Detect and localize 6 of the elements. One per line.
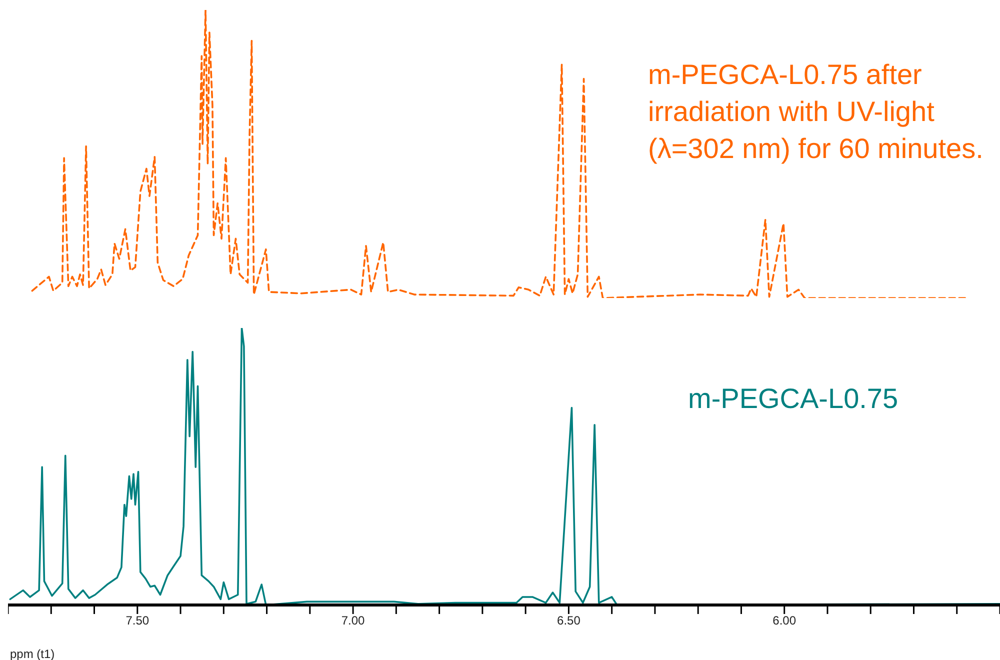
x-tick-label: 7.50: [126, 614, 150, 628]
x-tick-label: 6.00: [772, 614, 796, 628]
x-tick-label: 7.00: [341, 614, 366, 628]
text: m-PEGCA-L0.75 after irradiation with UV-light (λ=302 nm) for 60 minutes.: [648, 58, 984, 166]
text: m-PEGCA-L0.75: [688, 382, 900, 416]
x-tick-label: 6.50: [557, 614, 581, 628]
